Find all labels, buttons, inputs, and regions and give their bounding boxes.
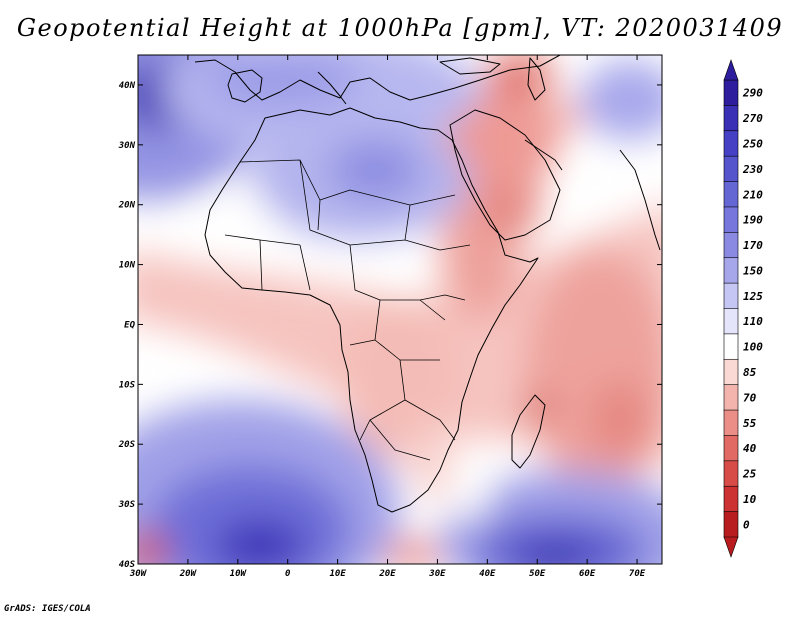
colorbar-label: 230 (742, 163, 763, 176)
colorbar-swatch (723, 460, 739, 488)
arabia-coastline (449, 109, 561, 241)
colorbar-top-arrow (723, 59, 739, 81)
lon-tick-label: 10E (329, 569, 346, 579)
colorbar-label: 125 (743, 290, 763, 303)
lon-tick-label: 70E (629, 569, 646, 579)
lon-tick-label: 50E (529, 569, 546, 579)
colorbar-swatch (723, 333, 739, 361)
colorbar-swatch (723, 485, 739, 513)
colorbar: 2902702502302101901701501251101008570554… (723, 59, 763, 558)
longitude-axis: 30W 20W 10W 0 10E 20E 30E 40E 50E 60E 70E (129, 55, 646, 579)
colorbar-swatch (723, 435, 739, 462)
italy-coastline (317, 71, 347, 105)
height-field (138, 55, 662, 564)
colorbar-swatch (723, 79, 739, 107)
lon-tick-label: 20E (378, 569, 396, 579)
colorbar-swatch (723, 511, 739, 538)
colorbar-swatch (723, 257, 739, 284)
colorbar-bottom-arrow (723, 536, 739, 558)
black-sea-coastline (439, 57, 501, 75)
colorbar-label: 10 (743, 493, 757, 506)
africa-coastline (204, 107, 539, 513)
colorbar-label: 40 (743, 442, 757, 455)
colorbar-swatch (723, 358, 739, 386)
colorbar-label: 170 (743, 239, 763, 252)
colorbar-label: 85 (743, 366, 757, 379)
country-borders (224, 159, 471, 461)
colorbar-swatch (723, 409, 739, 437)
colorbar-label: 150 (743, 264, 763, 277)
colorbar-label: 110 (743, 315, 763, 328)
colorbar-label: 210 (742, 188, 763, 201)
colorbar-swatch (723, 384, 739, 411)
colorbar-label: 270 (742, 112, 763, 125)
lon-tick-label: 30E (428, 569, 446, 579)
coastlines (194, 55, 661, 513)
caspian-coastline (527, 57, 546, 101)
colorbar-label: 55 (743, 417, 757, 430)
madagascar-coastline (511, 394, 546, 469)
colorbar-label: 0 (743, 518, 750, 531)
lat-tick-label: 20N (118, 201, 136, 211)
footer-credit: GrADS: IGES/COLA (4, 604, 91, 614)
iberia-coastline (227, 69, 263, 103)
lat-tick-label: 10S (119, 380, 136, 390)
colorbar-label: 70 (743, 391, 757, 404)
persian-gulf-coastline (524, 139, 563, 171)
lat-tick-label: 30N (118, 141, 136, 151)
lat-tick-label: 20S (118, 440, 136, 450)
colorbar-swatch (723, 105, 739, 132)
colorbar-label: 100 (743, 341, 763, 354)
colorbar-label: 250 (742, 137, 763, 150)
plot-frame (137, 54, 663, 565)
colorbar-swatch (723, 232, 739, 259)
colorbar-swatch (723, 308, 739, 335)
colorbar-label: 25 (742, 468, 757, 481)
lat-tick-label: 10N (119, 261, 136, 271)
colorbar-swatch (723, 181, 739, 208)
latitude-axis: 40N 30N 20N 10N EQ 10S 20S 30S 40S (118, 81, 662, 570)
plot-area (138, 55, 662, 564)
lon-tick-label: 20W (179, 569, 198, 579)
colorbar-label: 190 (743, 214, 763, 227)
colorbar-swatch (723, 206, 739, 234)
lon-tick-label: 60E (579, 569, 596, 579)
lon-tick-label: 40E (479, 569, 496, 579)
lon-tick-label: 0 (285, 569, 291, 579)
lat-tick-label: EQ (124, 320, 135, 330)
colorbar-swatch (723, 130, 739, 157)
colorbar-label: 290 (742, 87, 763, 100)
lon-tick-label: 30W (129, 569, 148, 579)
india-coastline (619, 149, 661, 251)
colorbar-swatch (723, 155, 739, 183)
europe-coastline (194, 55, 561, 101)
colorbar-swatch (723, 282, 739, 310)
map-title: Geopotential Height at 1000hPa [gpm], VT… (16, 14, 784, 42)
lat-tick-label: 40N (119, 81, 136, 91)
lat-tick-label: 40S (119, 560, 136, 570)
lon-tick-label: 10W (230, 569, 248, 579)
lat-tick-label: 30S (118, 500, 136, 510)
